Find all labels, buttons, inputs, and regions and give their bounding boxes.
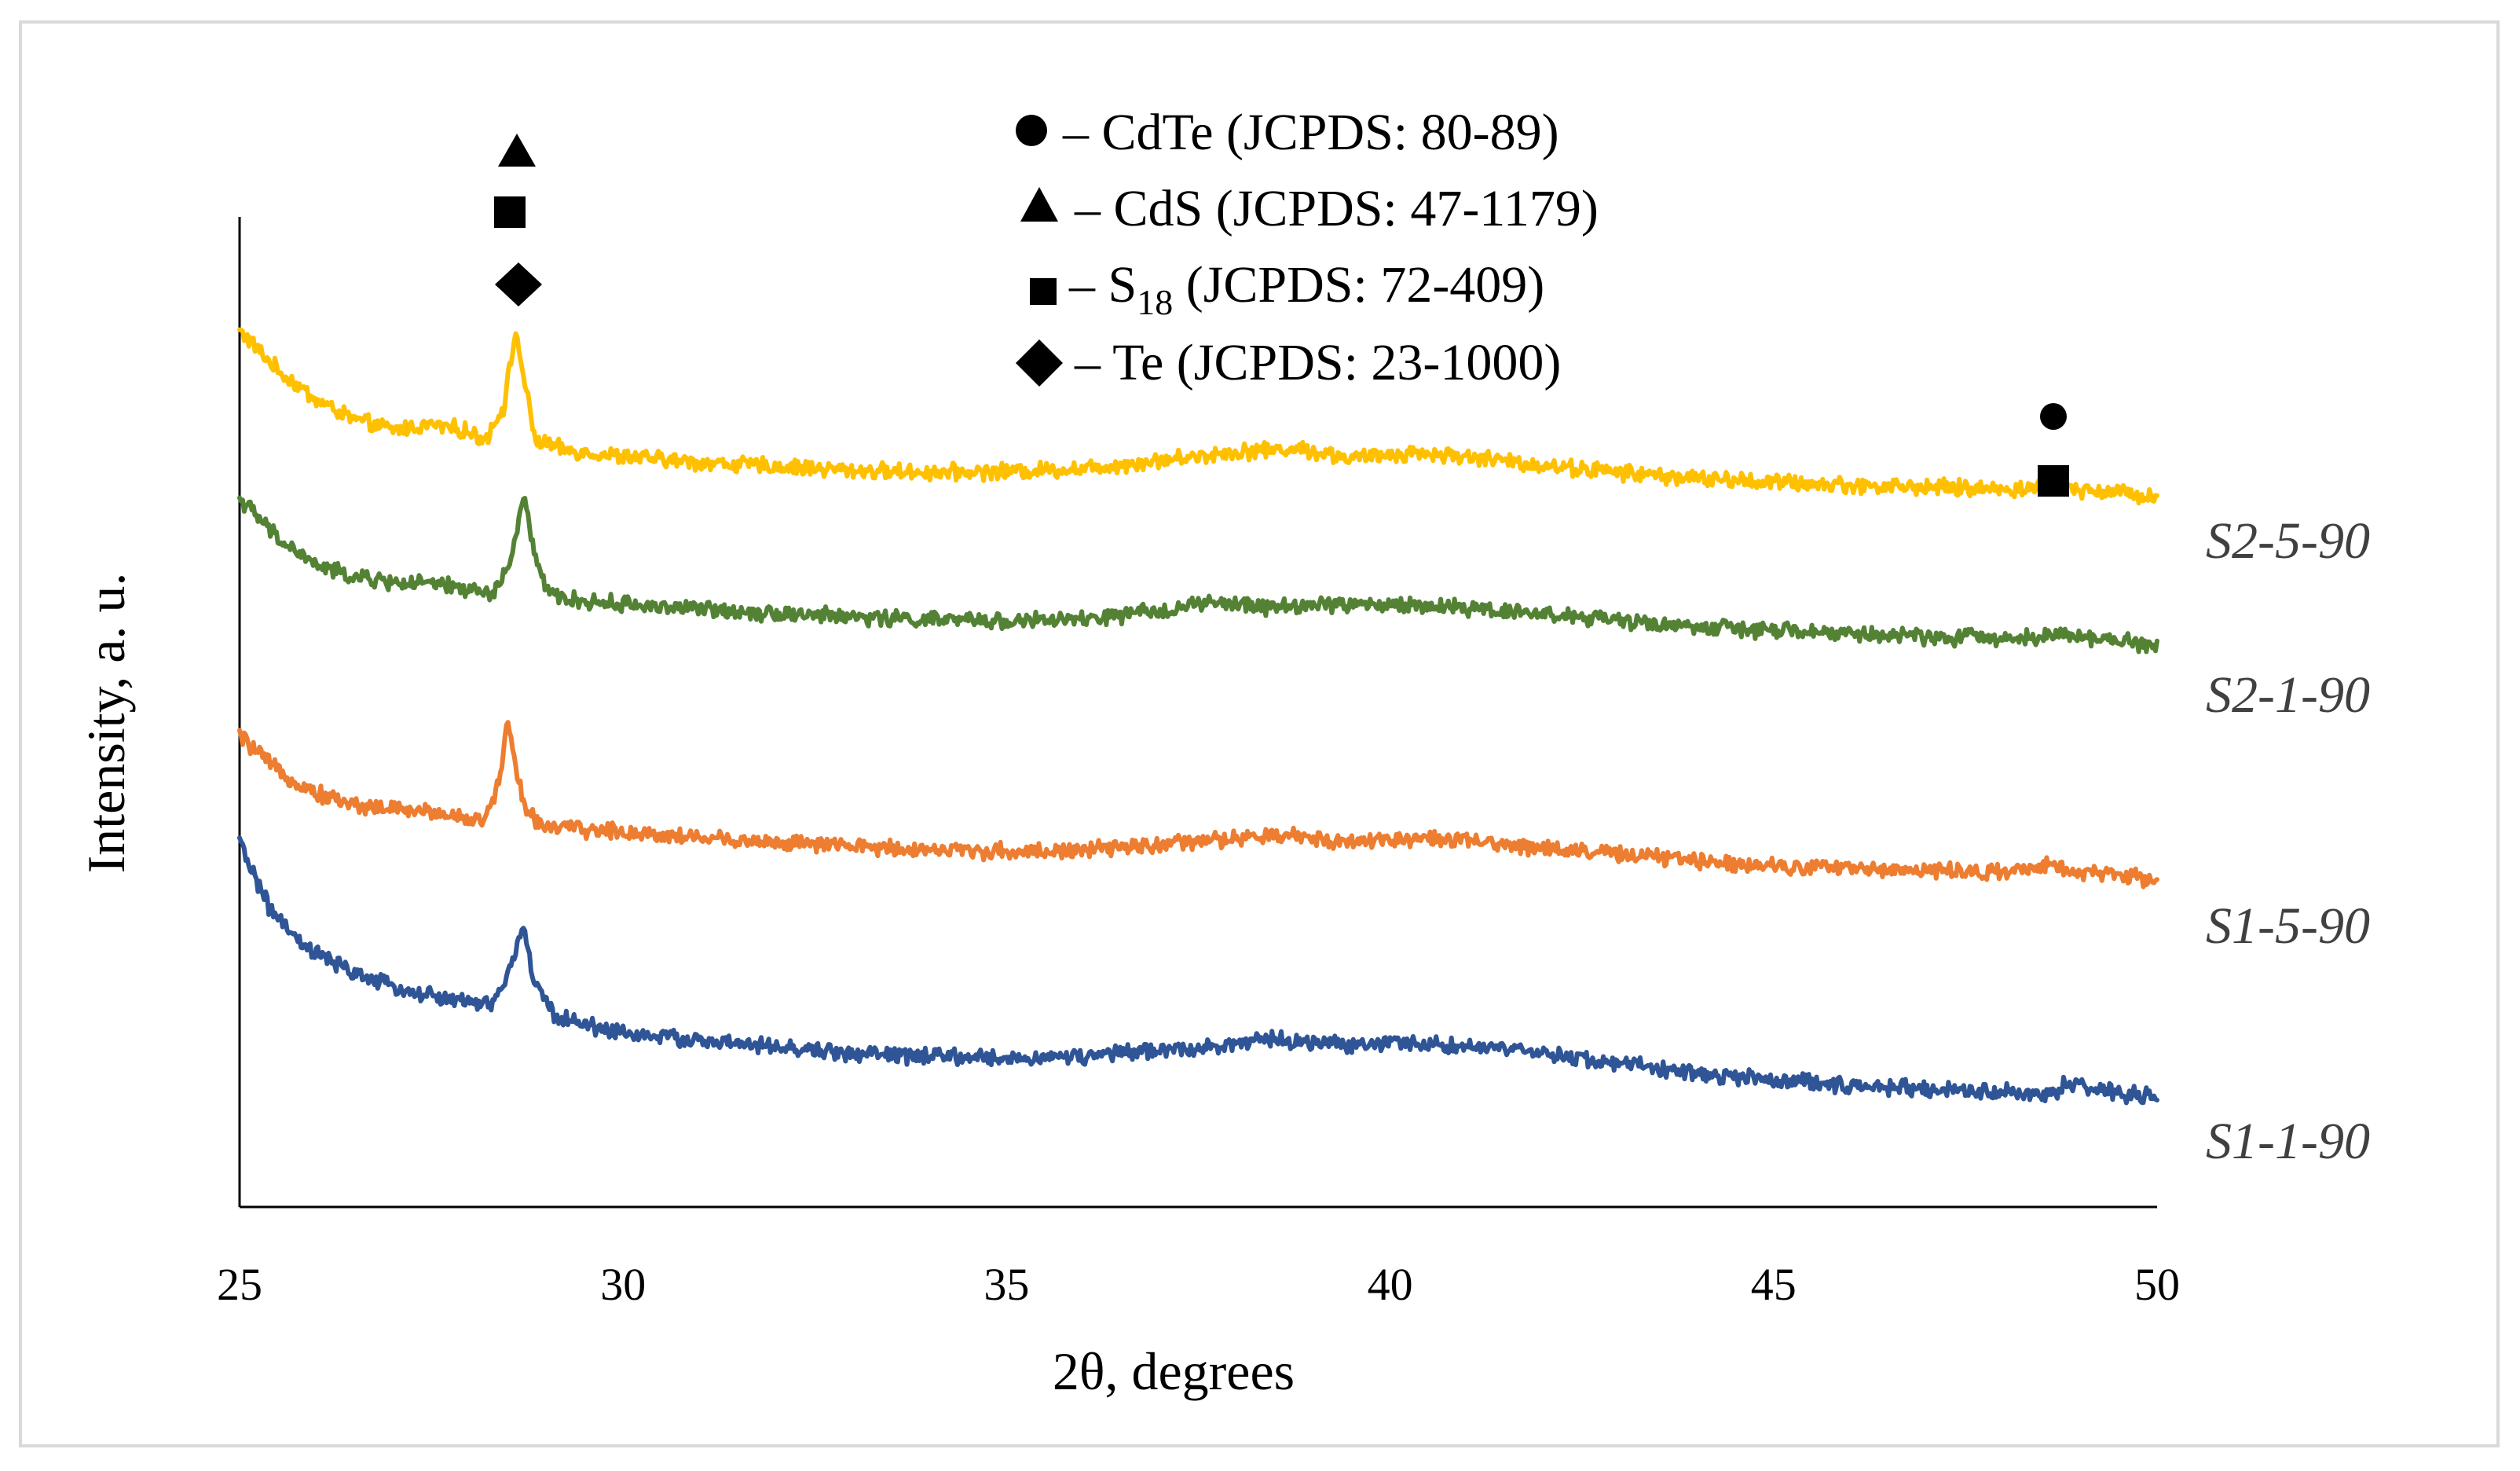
series-label: S1-5-90 xyxy=(2206,897,2370,955)
legend-triangle-icon xyxy=(1020,187,1058,222)
series-label: S1-1-90 xyxy=(2206,1113,2370,1170)
legend-entry-te: – Te (JCPDS: 23-1000) xyxy=(1074,334,1561,391)
legend-diamond-icon xyxy=(1016,339,1063,387)
series-line-s1-5-90 xyxy=(237,720,2159,890)
legend-entry-cds: – CdS (JCPDS: 47-1179) xyxy=(1074,180,1599,237)
y-axis-title: Intensity, a. u. xyxy=(76,573,136,874)
legend-entry-cdte: – CdTe (JCPDS: 80-89) xyxy=(1062,104,1559,161)
series-line-s1-1-90 xyxy=(237,835,2159,1106)
x-tick-label: 45 xyxy=(1751,1259,1797,1310)
x-tick-labels: 25 30 35 40 45 50 xyxy=(217,1259,2180,1310)
legend-s18-prefix: – S xyxy=(1068,256,1137,314)
peak-marker-square-icon xyxy=(494,196,526,228)
series-label: S2-1-90 xyxy=(2206,666,2370,724)
legend-square-icon xyxy=(1030,278,1057,305)
series-label: S2-5-90 xyxy=(2206,512,2370,570)
x-tick-label: 30 xyxy=(600,1259,646,1310)
legend-entry-s18: – S18 (JCPDS: 72-409) xyxy=(1068,256,1544,322)
peak-marker-triangle-icon xyxy=(498,134,536,167)
peak-marker-square-icon xyxy=(2038,465,2069,497)
x-axis-title: 2θ, degrees xyxy=(1053,1341,1295,1401)
legend-s18-suffix: (JCPDS: 72-409) xyxy=(1173,256,1544,314)
peak-markers xyxy=(494,134,2069,497)
peak-marker-circle-icon xyxy=(2040,403,2067,430)
series-labels: S2-5-90 S2-1-90 S1-5-90 S1-1-90 xyxy=(2206,512,2370,1170)
x-tick-label: 50 xyxy=(2134,1259,2180,1310)
chart-frame xyxy=(19,20,2500,1447)
series-line-s2-1-90 xyxy=(237,495,2159,655)
x-tick-label: 40 xyxy=(1368,1259,1413,1310)
peak-marker-diamond-icon xyxy=(495,262,542,306)
x-tick-label: 25 xyxy=(217,1259,262,1310)
x-tick-label: 35 xyxy=(983,1259,1029,1310)
legend: – CdTe (JCPDS: 80-89) – CdS (JCPDS: 47-1… xyxy=(1016,104,1599,391)
legend-s18-subscript: 18 xyxy=(1137,282,1173,322)
series-line-s2-5-90 xyxy=(237,327,2159,506)
legend-circle-icon xyxy=(1016,115,1047,146)
series-group xyxy=(237,327,2159,1106)
